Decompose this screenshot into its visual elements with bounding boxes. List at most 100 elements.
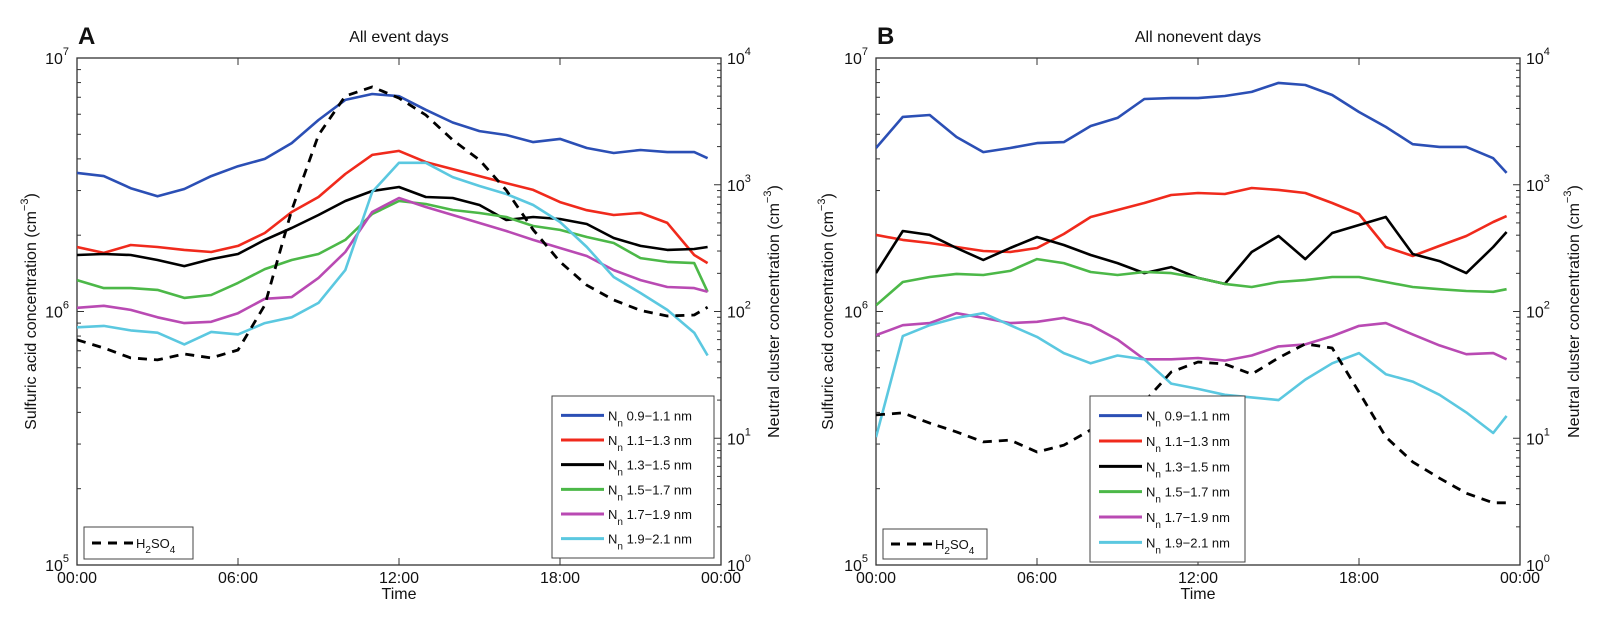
legend-label-sub: n <box>1155 545 1161 556</box>
tick-exponent: 0 <box>1544 553 1550 565</box>
tick-exponent: 6 <box>862 300 868 312</box>
series-line-nn-6 <box>876 311 1508 438</box>
legend-label-sub: n <box>1155 444 1161 455</box>
x-tick-label: 00:00 <box>701 570 741 587</box>
legend-label-sub: n <box>617 418 623 429</box>
tick-base: 10 <box>844 51 862 68</box>
axis-title-exponent: −3 <box>19 199 31 212</box>
paren: ) <box>766 185 783 190</box>
legend-label: Nn 1.3−1.5 nm <box>608 458 692 479</box>
legend-label-main: N <box>1146 409 1155 424</box>
legend-box <box>83 526 194 560</box>
legend-item: Nn 1.3−1.5 nm <box>1099 459 1230 480</box>
panel-a: 00:00 06:00 12:00 18:00 00:00105106107100101… <box>19 23 783 603</box>
legend-label-rest: 1.5−1.7 nm <box>623 482 692 497</box>
legend-label-rest: 1.7−1.9 nm <box>623 507 692 522</box>
series-line-nn-6 <box>77 161 709 357</box>
tick-exponent: 7 <box>862 46 868 58</box>
paren: ) <box>23 193 40 198</box>
legend-label-rest: 1.5−1.7 nm <box>1161 485 1230 500</box>
legend-label-rest: 1.3−1.5 nm <box>623 458 692 473</box>
x-tick-label: 00:00 <box>856 570 896 587</box>
legend-label-sub: n <box>617 492 623 503</box>
panel-letter: B <box>877 23 894 50</box>
legend-label: Nn 1.7−1.9 nm <box>608 507 692 528</box>
legend-label-sub: n <box>617 468 623 479</box>
panel-title: All nonevent days <box>1135 29 1261 46</box>
x-tick-label: 06:00 <box>1017 570 1057 587</box>
legend-label-rest: 1.9−2.1 nm <box>1161 535 1230 550</box>
right-y-tick-label: 104 <box>1526 46 1550 68</box>
legend-label-sub: n <box>617 542 623 553</box>
x-tick-label: 18:00 <box>1339 570 1379 587</box>
legend-item: Nn 0.9−1.1 nm <box>1099 409 1230 430</box>
axis-title-text: Neutral cluster concentration (cm <box>766 203 783 438</box>
legend-label-main: N <box>1146 535 1155 550</box>
tick-exponent: 3 <box>1544 173 1550 185</box>
tick-base: 10 <box>45 558 63 575</box>
legend-item: Nn 1.9−2.1 nm <box>561 532 692 553</box>
legend-label: Nn 1.5−1.7 nm <box>1146 485 1230 506</box>
legend-item: Nn 1.9−2.1 nm <box>1099 535 1230 556</box>
axis-title-exponent: −3 <box>816 199 828 212</box>
x-axis-title: Time <box>1181 586 1216 603</box>
legend-h2so4: H2SO4 <box>882 528 988 560</box>
tick-exponent: 5 <box>862 553 868 565</box>
series-line-nn-2 <box>876 186 1508 258</box>
legend-label: Nn 0.9−1.1 nm <box>608 408 692 429</box>
axis-title-text: Sulfuric acid concentration (cm <box>820 211 837 430</box>
legend-label: Nn 1.5−1.7 nm <box>608 482 692 503</box>
tick-base: 10 <box>1526 305 1544 322</box>
legend-label-rest: 0.9−1.1 nm <box>623 408 692 423</box>
right-y-tick-label: 104 <box>727 46 751 68</box>
tick-base: 10 <box>1526 431 1544 448</box>
legend-label-main: N <box>608 507 617 522</box>
x-tick-label: 06:00 <box>218 570 258 587</box>
legend-label-main: N <box>1146 485 1155 500</box>
legend-label-rest: 1.9−2.1 nm <box>623 532 692 547</box>
series-line-nn-1 <box>876 81 1508 174</box>
x-tick-label: 12:00 <box>1178 570 1218 587</box>
tick-exponent: 0 <box>745 553 751 565</box>
series-line-nn-4 <box>77 199 709 300</box>
series-line-nn-2 <box>77 149 709 265</box>
x-tick-label: 00:00 <box>57 570 97 587</box>
legend-label: Nn 1.3−1.5 nm <box>1146 459 1230 480</box>
legend-label: H2SO4 <box>935 537 975 557</box>
legend-item: Nn 1.1−1.3 nm <box>1099 434 1230 455</box>
legend-item: Nn 1.1−1.3 nm <box>561 433 692 454</box>
legend-box <box>1089 395 1246 563</box>
right-y-tick-label: 102 <box>727 300 751 322</box>
right-y-tick-label: 102 <box>1526 300 1550 322</box>
legend-label-sub: 2 <box>145 545 151 556</box>
legend-label-main: N <box>608 532 617 547</box>
right-y-axis-title: Neutral cluster concentration (cm−3) <box>1562 185 1583 438</box>
legend-label-sub: 4 <box>969 546 975 557</box>
right-y-tick-label: 103 <box>727 173 751 195</box>
tick-base: 10 <box>844 305 862 322</box>
right-y-tick-label: 103 <box>1526 173 1550 195</box>
tick-exponent: 6 <box>63 300 69 312</box>
tick-exponent: 2 <box>1544 300 1550 312</box>
right-y-axis-title: Neutral cluster concentration (cm−3) <box>762 185 783 438</box>
series-line-h2so4 <box>77 85 709 362</box>
tick-base: 10 <box>727 305 745 322</box>
legend-label-sub: n <box>1155 520 1161 531</box>
tick-base: 10 <box>727 558 745 575</box>
right-y-tick-label: 100 <box>1526 553 1550 575</box>
legend-item: Nn 1.7−1.9 nm <box>561 507 692 528</box>
legend-label-rest: 1.1−1.3 nm <box>1161 434 1230 449</box>
x-axis-title: Time <box>382 586 417 603</box>
legend-label: Nn 1.9−2.1 nm <box>608 532 692 553</box>
legend-label: Nn 1.1−1.3 nm <box>608 433 692 454</box>
x-tick-label: 00:00 <box>1500 570 1540 587</box>
tick-exponent: 1 <box>1544 426 1550 438</box>
tick-exponent: 3 <box>745 173 751 185</box>
tick-base: 10 <box>727 178 745 195</box>
legend-item: Nn 1.3−1.5 nm <box>561 458 692 479</box>
axis-title-exponent: −3 <box>1562 191 1574 204</box>
x-tick-label: 18:00 <box>540 570 580 587</box>
legend-label-rest: 1.1−1.3 nm <box>623 433 692 448</box>
